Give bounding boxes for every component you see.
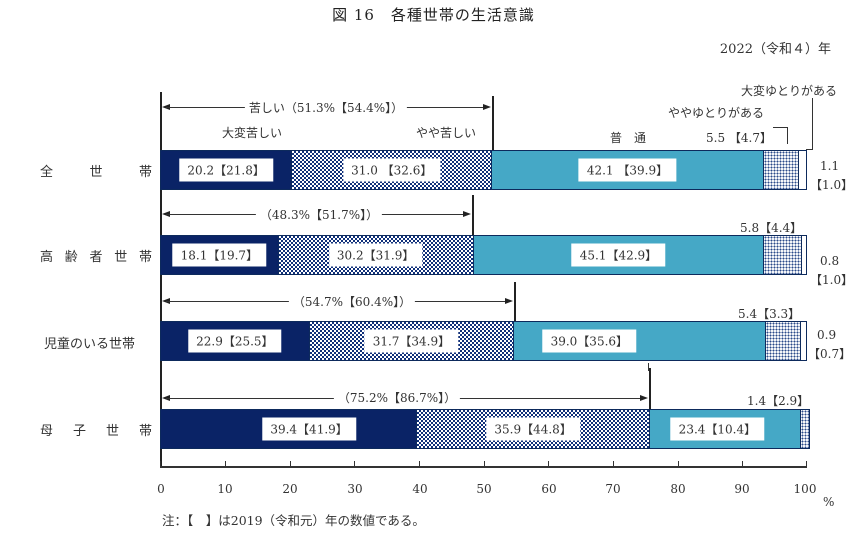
yaya-yutori-value-3: 5.4【3.3】 (738, 307, 801, 321)
x-tick (225, 461, 226, 466)
kurushii-total-3: （54.7%【60.4%】） (288, 293, 416, 310)
x-tick-label: 60 (541, 482, 557, 496)
row-label-single-mother: 母 子 世 帯 (40, 424, 152, 439)
seg-taihen-kurushii: 39.4【41.9】 (161, 410, 417, 448)
x-tick (290, 461, 291, 466)
yaya-yutori-value-4: 1.4【2.9】 (747, 394, 810, 408)
seg-yaya-kurushii: 31.7【34.9】 (308, 322, 514, 360)
seg-yaya-kurushii: 31.0 【32.6】 (291, 151, 492, 189)
seg-yaya-kurushii: 35.9【44.8】 (416, 410, 649, 448)
arrow-right-icon (640, 395, 648, 401)
x-axis-line (160, 466, 807, 468)
legend-yaya-kurushii: やや苦しい (416, 126, 477, 140)
x-tick-label: 70 (605, 482, 621, 496)
bar-elderly: 18.1【19.7】 30.2【31.9】 45.1【42.9】 (160, 235, 807, 275)
x-tick (742, 461, 743, 466)
seg-taihen-kurushii: 20.2【21.8】 (161, 151, 292, 189)
legend-yaya-yutori: ややゆとりがある (668, 106, 765, 120)
arrow-right-icon (463, 211, 471, 217)
kurushii-end-line-3 (514, 282, 516, 322)
seg-taihen-yutori (798, 151, 806, 189)
kurushii-end-line-1 (492, 96, 494, 151)
kurushii-end-line-4 (649, 368, 651, 410)
seg-taihen-kurushii: 18.1【19.7】 (161, 236, 278, 274)
kurushii-total-1: 苦しい（51.3%【54.4%】） (244, 99, 408, 116)
x-tick-label: 30 (347, 482, 363, 496)
seg-futsuu: 45.1【42.9】 (472, 236, 764, 274)
x-tick-label: 20 (282, 482, 298, 496)
x-tick (160, 461, 161, 466)
seg-yaya-kurushii: 30.2【31.9】 (277, 236, 473, 274)
year-label: 2022（令和４）年 (719, 42, 831, 57)
seg-taihen-kurushii: 22.9【25.5】 (161, 322, 309, 360)
legend-futsuu: 普 通 (610, 131, 647, 145)
x-tick-label: 0 (157, 482, 165, 496)
taihen-yutori-2019-3: 【0.7】 (808, 347, 852, 361)
seg-yaya-yutori (799, 410, 809, 448)
x-tick (354, 461, 355, 466)
taihen-yutori-value-3: 0.9 (817, 328, 837, 342)
kurushii-total-2: （48.3%【51.7%】） (255, 206, 383, 223)
seg-yaya-yutori (764, 322, 800, 360)
bar-children: 22.9【25.5】 31.7【34.9】 39.0【35.6】 (160, 321, 807, 361)
yaya-yutori-value-1: 5.5 【4.7】 (706, 131, 772, 145)
x-tick (678, 461, 679, 466)
seg-futsuu: 42.1 【39.9】 (491, 151, 763, 189)
x-tick-label: 40 (412, 482, 428, 496)
taihen-yutori-value-2: 0.8 (820, 254, 840, 268)
legend-taihen-yutori: 大変ゆとりがある (741, 84, 838, 98)
row-label-children: 児童のいる世帯 (44, 337, 136, 352)
y-axis-line (160, 92, 162, 467)
kurushii-total-4: （75.2%【86.7%】） (333, 389, 461, 406)
taihen-yutori-2019-2: 【1.0】 (810, 273, 854, 287)
arrow-right-icon (483, 104, 491, 110)
seg-futsuu: 23.4【10.4】 (648, 410, 800, 448)
x-tick (613, 461, 614, 466)
x-axis-unit: % (823, 495, 835, 509)
seg-taihen-yutori (799, 322, 806, 360)
taihen-yutori-2019-1: 【1.0】 (810, 178, 854, 192)
taihen-yutori-value-1: 1.1 (820, 159, 840, 173)
x-tick-label: 10 (217, 482, 233, 496)
x-tick-label: 80 (670, 482, 686, 496)
row-label-all: 全 世 帯 (40, 165, 152, 180)
arrow-right-icon (505, 298, 513, 304)
x-tick-label: 90 (734, 482, 750, 496)
x-tick (484, 461, 485, 466)
bar-single-mother: 39.4【41.9】 35.9【44.8】 23.4【10.4】 (160, 409, 810, 449)
seg-yaya-yutori (762, 151, 799, 189)
yaya-yutori-value-2: 5.8【4.4】 (740, 221, 803, 235)
seg-taihen-yutori (800, 236, 806, 274)
x-tick (419, 461, 420, 466)
taihen-yutori-connector (812, 98, 813, 150)
footnote: 注：【 】は2019（令和元）年の数値である。 (162, 513, 425, 528)
x-tick-label: 50 (476, 482, 492, 496)
seg-futsuu: 39.0【35.6】 (513, 322, 765, 360)
tick-mark-small (648, 363, 649, 371)
x-tick-label: 100 (793, 482, 817, 496)
x-tick (548, 461, 549, 466)
seg-yaya-yutori (763, 236, 801, 274)
row-label-elderly: 高齢者世帯 (40, 250, 152, 265)
taihen-yutori-connector-h (806, 149, 813, 150)
chart-title: 図 16 各種世帯の生活意識 (332, 6, 535, 24)
kurushii-end-line-2 (472, 195, 474, 235)
x-tick (806, 461, 807, 466)
bar-all: 20.2【21.8】 31.0 【32.6】 42.1 【39.9】 (160, 150, 807, 190)
yaya-yutori-connector (773, 127, 788, 144)
legend-taihen-kurushii: 大変苦しい (222, 126, 283, 140)
